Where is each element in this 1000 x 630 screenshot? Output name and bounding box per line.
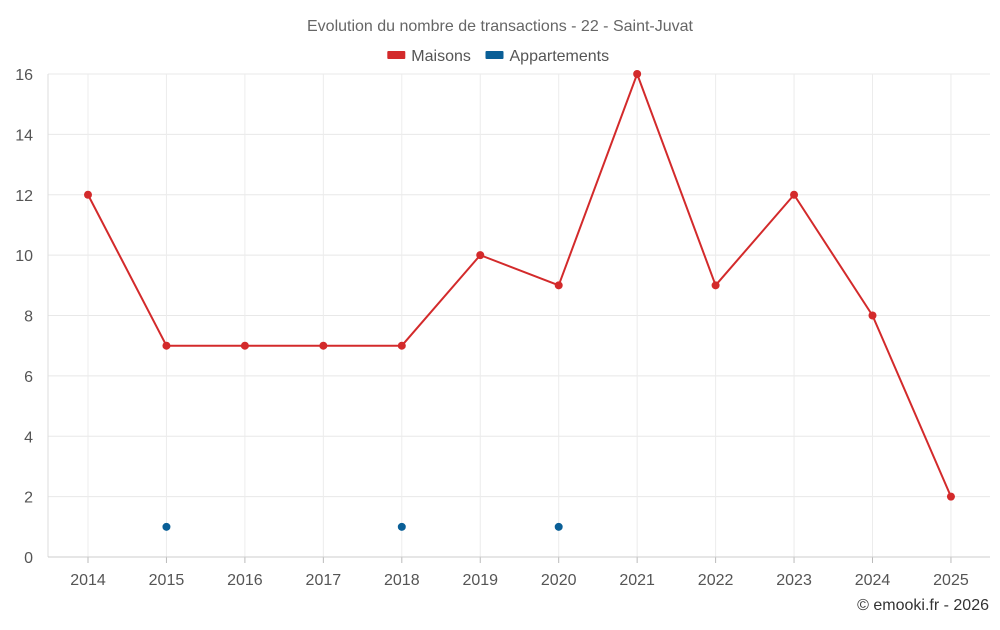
y-tick-label: 6 bbox=[24, 369, 33, 386]
y-tick-label: 16 bbox=[15, 67, 33, 84]
data-point-maisons bbox=[711, 281, 720, 290]
x-tick-label: 2025 bbox=[933, 572, 969, 589]
data-point-maisons bbox=[868, 311, 877, 320]
legend-item-appartements: Appartements bbox=[485, 48, 610, 65]
data-point-appartements bbox=[162, 522, 171, 531]
x-tick-label: 2015 bbox=[149, 572, 185, 589]
y-tick-label: 4 bbox=[24, 429, 33, 446]
data-point-maisons bbox=[554, 281, 563, 290]
legend-label: Appartements bbox=[510, 48, 610, 65]
data-point-maisons bbox=[240, 341, 249, 350]
x-tick-label: 2017 bbox=[306, 572, 342, 589]
y-tick-label: 14 bbox=[15, 127, 33, 144]
y-tick-label: 8 bbox=[24, 309, 33, 326]
data-point-maisons bbox=[946, 492, 955, 501]
axes: 0 2 4 6 8 10 12 14 16 2014 2015 2016 2017 2018 2019 202… bbox=[15, 67, 990, 589]
x-tick-label: 2023 bbox=[776, 572, 812, 589]
legend-label: Maisons bbox=[411, 48, 471, 65]
data-point-maisons bbox=[476, 251, 485, 260]
y-tick-label: 0 bbox=[24, 550, 33, 567]
legend-swatch bbox=[387, 51, 406, 59]
x-tick-label: 2022 bbox=[698, 572, 734, 589]
y-tick-label: 12 bbox=[15, 188, 33, 205]
data-point-appartements bbox=[397, 522, 406, 531]
data-point-maisons bbox=[790, 190, 799, 199]
x-tick-label: 2018 bbox=[384, 572, 420, 589]
data-point-maisons bbox=[84, 190, 92, 199]
data-point-appartements bbox=[554, 522, 563, 531]
series-layer bbox=[84, 70, 955, 531]
y-tick-label: 10 bbox=[15, 248, 33, 265]
chart-title: Evolution du nombre de transactions - 22… bbox=[307, 18, 694, 35]
data-point-maisons bbox=[633, 70, 642, 78]
x-tick-label: 2016 bbox=[227, 572, 263, 589]
grid bbox=[48, 73, 990, 557]
data-point-maisons bbox=[162, 341, 171, 350]
series-line-maisons bbox=[87, 73, 952, 498]
x-tick-label: 2020 bbox=[541, 572, 577, 589]
data-point-maisons bbox=[397, 341, 406, 350]
x-tick-label: 2021 bbox=[619, 572, 655, 589]
x-tick-label: 2019 bbox=[462, 572, 498, 589]
legend: Maisons Appartements bbox=[387, 48, 609, 65]
data-point-maisons bbox=[319, 341, 328, 350]
footer-credit: © emooki.fr - 2026 bbox=[857, 597, 989, 614]
y-tick-label: 2 bbox=[24, 490, 33, 507]
legend-item-maisons: Maisons bbox=[387, 48, 471, 65]
x-tick-label: 2024 bbox=[855, 572, 891, 589]
x-tick-label: 2014 bbox=[70, 572, 106, 589]
legend-swatch bbox=[485, 51, 504, 59]
